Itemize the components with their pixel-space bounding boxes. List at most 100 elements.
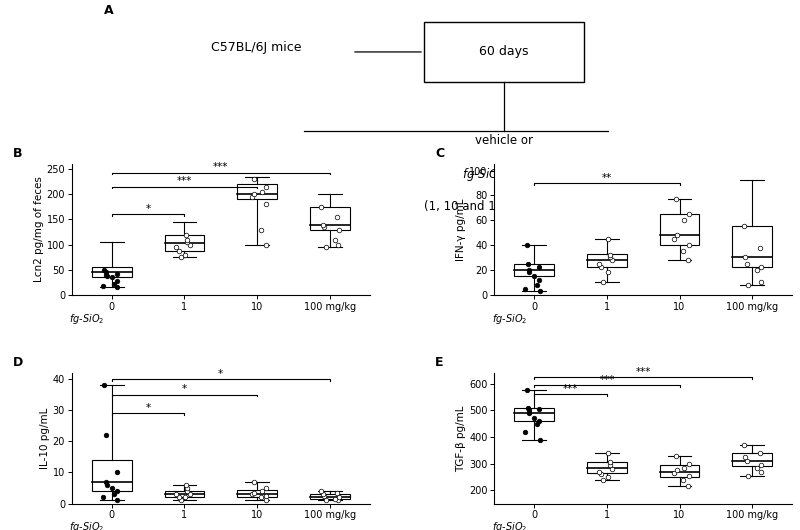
Text: vehicle or: vehicle or bbox=[475, 134, 533, 147]
Text: C: C bbox=[435, 147, 444, 161]
Point bbox=[750, 463, 763, 472]
Point bbox=[332, 225, 345, 234]
Point bbox=[110, 487, 123, 496]
Bar bbox=[424, 22, 584, 82]
Point bbox=[602, 449, 614, 457]
Text: ***: *** bbox=[563, 384, 578, 394]
Point bbox=[332, 493, 345, 501]
Point bbox=[742, 280, 754, 289]
Point bbox=[754, 449, 766, 457]
Point bbox=[248, 488, 261, 497]
Point bbox=[179, 481, 192, 489]
Text: A: A bbox=[104, 4, 114, 17]
Point bbox=[533, 263, 546, 272]
Point bbox=[739, 253, 752, 262]
Text: *: * bbox=[146, 204, 150, 214]
Point bbox=[181, 238, 194, 246]
Point bbox=[170, 243, 182, 251]
Point bbox=[755, 461, 768, 469]
Bar bbox=[514, 264, 554, 276]
Point bbox=[97, 493, 110, 501]
Point bbox=[682, 471, 695, 480]
Text: C57BL/6J mice: C57BL/6J mice bbox=[210, 41, 302, 54]
Text: *: * bbox=[218, 369, 223, 379]
Point bbox=[259, 496, 272, 505]
Point bbox=[750, 266, 763, 274]
Point bbox=[248, 190, 261, 199]
Bar bbox=[587, 254, 627, 268]
Y-axis label: IFN-γ pg/mL: IFN-γ pg/mL bbox=[456, 198, 466, 261]
Bar bbox=[310, 494, 350, 499]
Point bbox=[318, 223, 330, 231]
Point bbox=[519, 284, 532, 293]
Point bbox=[178, 493, 191, 501]
Point bbox=[316, 490, 329, 498]
Point bbox=[682, 256, 694, 264]
Point bbox=[754, 243, 766, 252]
Point bbox=[110, 277, 123, 285]
Point bbox=[738, 440, 750, 449]
Point bbox=[670, 231, 683, 240]
Point bbox=[100, 271, 113, 280]
Point bbox=[170, 490, 182, 498]
Point bbox=[530, 280, 543, 289]
Point bbox=[100, 481, 113, 489]
Point bbox=[520, 241, 533, 249]
Point bbox=[97, 281, 110, 290]
Bar bbox=[237, 184, 277, 199]
Point bbox=[110, 496, 123, 505]
Bar bbox=[659, 465, 699, 477]
Point bbox=[603, 461, 616, 469]
Point bbox=[98, 266, 110, 274]
Bar bbox=[237, 490, 277, 497]
Bar bbox=[165, 235, 205, 251]
Point bbox=[668, 235, 681, 243]
Point bbox=[520, 386, 533, 394]
Text: 60 days: 60 days bbox=[479, 46, 529, 58]
Point bbox=[100, 270, 113, 279]
Point bbox=[603, 251, 616, 259]
Point bbox=[678, 463, 690, 472]
Text: $fg$-SiO$_2$: $fg$-SiO$_2$ bbox=[491, 312, 527, 326]
Text: ***: *** bbox=[177, 176, 192, 187]
Point bbox=[740, 260, 753, 268]
Point bbox=[110, 468, 123, 476]
Point bbox=[172, 246, 185, 255]
Point bbox=[594, 470, 607, 479]
Bar bbox=[587, 462, 627, 473]
Point bbox=[315, 202, 328, 211]
Point bbox=[260, 183, 273, 191]
Point bbox=[682, 241, 695, 249]
Point bbox=[754, 467, 767, 476]
Point bbox=[533, 276, 546, 284]
Point bbox=[597, 278, 610, 287]
Text: $fg$-SiO$_2$: $fg$-SiO$_2$ bbox=[491, 520, 527, 530]
Point bbox=[670, 195, 682, 204]
Text: *: * bbox=[146, 403, 150, 413]
Point bbox=[678, 216, 690, 224]
Point bbox=[183, 490, 196, 498]
Bar bbox=[310, 207, 350, 229]
Text: D: D bbox=[13, 356, 22, 369]
Point bbox=[100, 478, 113, 486]
Text: (1, 10 and 100mg/kg bw/d): (1, 10 and 100mg/kg bw/d) bbox=[423, 200, 585, 214]
Point bbox=[172, 493, 185, 501]
Point bbox=[755, 263, 768, 272]
Text: B: B bbox=[13, 147, 22, 161]
Point bbox=[255, 487, 268, 496]
Point bbox=[522, 260, 534, 268]
Point bbox=[603, 253, 616, 262]
Point bbox=[738, 222, 750, 231]
Point bbox=[331, 213, 344, 221]
Text: ***: *** bbox=[213, 162, 229, 172]
Point bbox=[318, 491, 330, 500]
Point bbox=[682, 482, 694, 490]
Point bbox=[522, 266, 535, 274]
Bar bbox=[165, 491, 205, 497]
Point bbox=[593, 467, 606, 476]
Point bbox=[110, 283, 123, 292]
Point bbox=[668, 469, 681, 477]
Point bbox=[670, 466, 683, 474]
Text: E: E bbox=[435, 356, 443, 369]
Point bbox=[260, 200, 273, 209]
